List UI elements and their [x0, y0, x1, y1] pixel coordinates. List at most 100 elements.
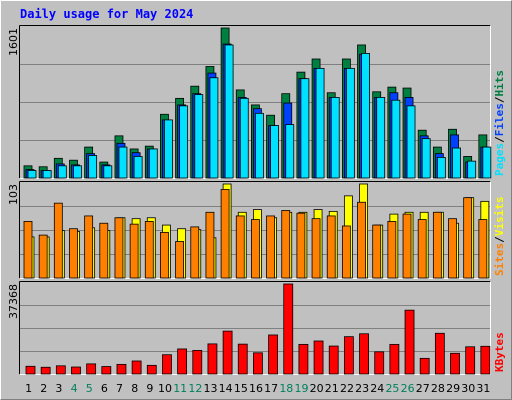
kbytes-bar-fill — [253, 352, 263, 375]
x-tick-label: 14 — [219, 382, 233, 395]
x-tick-label: 22 — [340, 382, 354, 395]
pages-bar — [224, 44, 234, 179]
pages-bar-fill — [27, 170, 37, 179]
pages-bar — [148, 148, 158, 179]
pages-bar-fill — [103, 165, 113, 179]
pages-bar — [42, 170, 52, 179]
kbytes-bar — [86, 363, 97, 375]
kbytes-ymax-label: 37368 — [7, 284, 20, 319]
sites-bar-fill — [326, 215, 336, 279]
kbytes-bar-fill — [465, 346, 476, 375]
sites-bar-fill — [220, 189, 230, 279]
x-tick-label: 4 — [71, 382, 78, 395]
sites-bar-fill — [417, 219, 427, 279]
sites-bar — [160, 231, 169, 279]
pages-bar — [209, 77, 219, 179]
pages-bar — [421, 138, 431, 179]
kbytes-bar — [40, 366, 51, 375]
pages-bar-fill — [345, 67, 355, 179]
sites-bar-fill — [311, 218, 321, 279]
kbytes-bar-fill — [374, 351, 385, 375]
kbytes-bar — [116, 363, 127, 375]
pages-bar-fill — [194, 94, 204, 179]
x-tick-label: 7 — [116, 382, 123, 395]
sites-bar — [235, 215, 245, 279]
pages-bar — [467, 160, 477, 179]
sites-bar-fill — [205, 211, 215, 279]
x-tick-label: 19 — [294, 382, 308, 395]
x-tick-label: 26 — [401, 382, 415, 395]
sites-bar-fill — [23, 221, 33, 279]
hits-legend: Pages/Files/Hits — [493, 70, 506, 176]
x-tick-label: 25 — [385, 382, 399, 395]
pages-bar — [315, 67, 325, 179]
sites-bar — [432, 211, 442, 279]
sites-bar — [53, 202, 63, 279]
x-tick-label: 8 — [131, 382, 138, 395]
kbytes-bar-fill — [71, 366, 81, 375]
kbytes-bar-fill — [86, 363, 97, 375]
pages-bar — [436, 156, 446, 179]
sites-bar — [23, 221, 33, 279]
hits-legend-text: Pages/Files/Hits — [493, 70, 506, 176]
sites-bar-fill — [372, 224, 382, 279]
kbytes-bar-fill — [389, 343, 400, 375]
kbytes-bar-fill — [480, 345, 491, 375]
kbytes-bar-fill — [328, 345, 339, 375]
x-tick-label: 29 — [446, 382, 460, 395]
sites-bar-fill — [357, 201, 366, 279]
kbytes-bar-fill — [146, 364, 157, 375]
pages-bar — [406, 105, 416, 179]
pages-bar-fill — [436, 156, 446, 179]
pages-bar-fill — [118, 146, 128, 179]
pages-bar — [285, 124, 295, 179]
x-tick-label: 31 — [476, 382, 490, 395]
sites-bar — [114, 217, 124, 279]
sites-bar — [357, 201, 366, 279]
sites-bar — [417, 219, 427, 279]
sites-bar-fill — [38, 234, 48, 279]
x-tick-label: 13 — [204, 382, 218, 395]
x-tick-label: 9 — [146, 382, 153, 395]
pages-bar — [330, 97, 340, 179]
pages-bar-fill — [421, 138, 431, 179]
pages-bar-fill — [285, 124, 295, 179]
sites-bar-fill — [69, 228, 78, 279]
sites-bar — [99, 222, 109, 279]
visits-legend-entry: Sites — [493, 243, 506, 276]
sites-bar — [190, 226, 200, 279]
chart-title: Daily usage for May 2024 — [20, 7, 194, 21]
pages-bar-fill — [315, 67, 325, 179]
visits-legend-text: Sites/Visits — [493, 197, 506, 277]
pages-bar-fill — [376, 97, 386, 179]
sites-bar — [326, 215, 336, 279]
pages-bar-fill — [406, 105, 416, 179]
kbytes-bar-fill — [177, 348, 188, 375]
kbytes-bar-fill — [101, 366, 112, 375]
sites-bar — [38, 234, 48, 279]
visits-ymax-label: 103 — [7, 184, 20, 205]
sites-bar-fill — [463, 197, 473, 279]
pages-bar — [88, 155, 98, 179]
kbytes-bar — [450, 352, 460, 375]
sites-bar-fill — [296, 212, 306, 279]
pages-bar-fill — [42, 170, 52, 179]
kbytes-bar — [71, 366, 81, 375]
sites-bar — [266, 215, 275, 279]
x-tick-label: 20 — [310, 382, 324, 395]
pages-bar-fill — [88, 155, 98, 179]
sites-bar — [144, 221, 154, 279]
x-tick-label: 3 — [55, 382, 62, 395]
sites-bar — [341, 225, 351, 279]
pages-bar — [391, 99, 401, 179]
pages-bar-fill — [330, 97, 340, 179]
x-tick-label: 16 — [249, 382, 263, 395]
sites-bar-fill — [144, 221, 154, 279]
hits-ymax-label: 1601 — [7, 28, 20, 56]
visits-legend: Sites/Visits — [493, 197, 506, 277]
pages-bar-fill — [300, 78, 310, 179]
kbytes-bar — [313, 340, 324, 375]
x-tick-label: 27 — [416, 382, 430, 395]
sites-bar — [372, 224, 382, 279]
kbytes-bar-fill — [343, 336, 354, 375]
